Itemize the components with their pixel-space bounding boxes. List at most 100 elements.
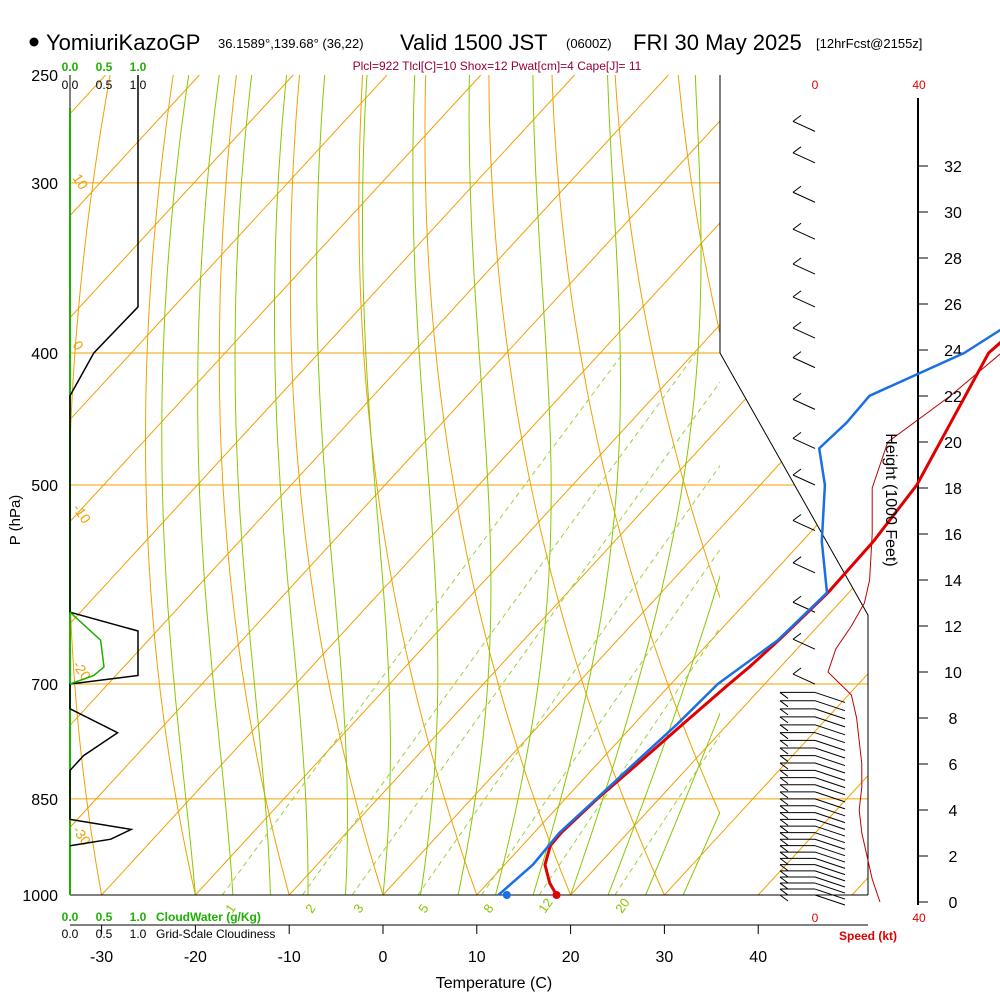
x-tick-label: -30 [90,949,113,966]
barb-flag [779,769,789,777]
moist-adiabat [362,75,391,895]
barb-flag [779,845,789,853]
height-axis-title: Height (1000 Feet) [882,433,899,566]
barb-tail [814,739,846,751]
barb-tail [814,747,846,759]
isotherm-line [70,75,482,523]
height-tick-label: 0 [949,895,958,912]
barb-flag [792,222,802,230]
moist-adiabat [570,75,702,895]
cloudwater-tick-bottom: 0.5 [96,910,113,924]
barb-flag [779,818,789,826]
barb-staff [792,474,816,486]
barb-tail [814,888,846,900]
dry-adiabat-label: -10 [70,501,95,527]
isotherm-line [70,75,294,319]
barb-flag [779,740,789,747]
barb-staff [792,152,816,164]
indices-line: Plcl=922 Tlcl[C]=10 Shox=12 Pwat[cm]=4 C… [353,59,642,73]
moist-adiabat [607,574,720,895]
surface-dewpoint-marker [502,891,511,899]
pressure-tick-label: 250 [31,68,58,85]
dry-adiabat [289,75,384,895]
isotherm-ext [851,876,868,895]
title-location: 36.1589°,139.68° (36,22) [218,36,364,51]
barb-flag [792,392,802,400]
barb-flag [779,870,789,878]
barb-flag [779,798,789,806]
barb-flag [779,832,789,840]
wind-speed-curve [827,353,1000,903]
pressure-tick-label: 850 [31,792,58,809]
height-tick-label: 2 [949,849,958,866]
cloudiness-tick-top: 0.5 [96,78,113,92]
cloudwater-curve [69,611,105,685]
barb-tail [814,691,846,703]
isotherm-line [70,75,388,421]
dry-adiabat [614,75,720,599]
cloud-panel: 0.00.00.00.00.50.50.50.51.01.01.01.0 [62,60,147,941]
cloudiness-tick-bottom: 0.5 [96,927,113,941]
barb-tail [814,838,846,850]
height-tick-label: 4 [949,803,958,820]
barb-flag [779,777,789,785]
title-zulu: (0600Z) [566,36,612,51]
isotherm-line [70,75,575,625]
barb-flag [779,762,789,770]
barb-tail [814,784,846,796]
height-tick-label: 28 [944,251,962,268]
dry-adiabat [926,51,1000,924]
barb-tail [814,894,846,906]
height-tick-label: 14 [944,573,962,590]
pressure-tick-label: 300 [31,176,58,193]
barb-flag [792,114,802,122]
speed-tick-top: 40 [912,78,926,92]
y-axis-title: P (hPa) [7,495,24,546]
mixing-ratio-line [481,548,720,895]
barb-flag [779,692,789,699]
height-tick-label: 30 [944,205,962,222]
mixing-ratio-line [351,381,720,895]
height-tick-label: 10 [944,665,962,682]
moist-adiabat [197,75,234,895]
barb-staff [792,398,816,410]
moist-adiabat [234,75,271,895]
moist-adiabat [495,75,552,895]
dry-adiabat [677,75,720,336]
wind-mask [720,75,868,615]
barb-flag [792,632,802,640]
moist-adiabat [532,75,622,895]
sounding-profiles [497,328,1000,899]
x-tick-label: 20 [562,949,580,966]
barb-tail [814,818,846,830]
moist-adiabat [274,75,309,895]
height-tick-label: 32 [944,159,962,176]
isotherm-line [195,324,720,895]
x-tick-label: 10 [468,949,486,966]
barb-flag [792,321,802,329]
barb-tail [814,769,846,781]
title-valid: Valid 1500 JST [400,30,548,55]
mixing-ratio-line [417,464,720,895]
cloudiness-tick-top: 0.0 [62,78,79,92]
dry-adiabat [218,75,290,895]
dry-adiabat [551,75,720,816]
temperature-profile [543,340,1000,896]
mixing-ratio-label: 20 [612,895,633,915]
barb-staff [792,437,816,449]
barb-tail [814,832,846,844]
moist-adiabat [412,75,439,895]
x-tick-label: 40 [749,949,767,966]
barb-staff [792,263,816,275]
dry-adiabat [145,75,196,895]
isotherm-line [101,222,720,895]
mixing-ratio-label: 12 [535,895,556,915]
barb-tail [814,864,846,876]
barb-staff [792,296,816,308]
barb-flag [779,851,789,859]
cloudwater-tick-bottom: 0.0 [62,910,79,924]
pressure-tick-label: 1000 [22,888,58,905]
barb-tail [814,845,846,857]
barb-flag [779,876,789,884]
